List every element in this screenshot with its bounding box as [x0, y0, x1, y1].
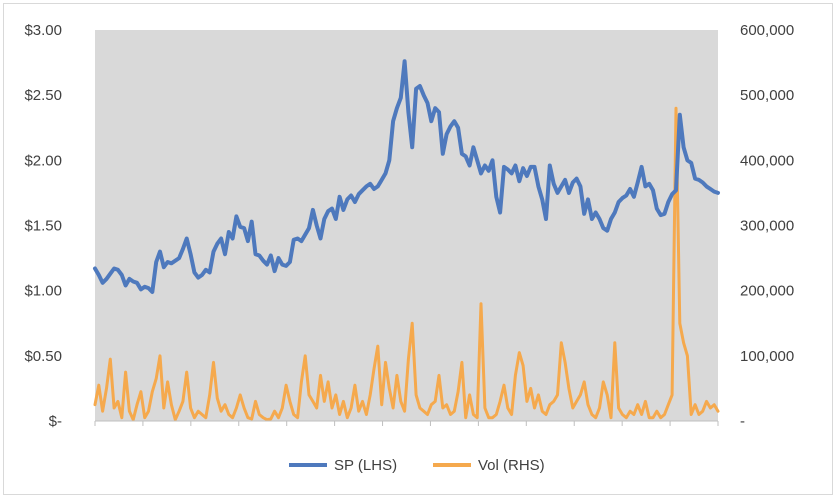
axis-group: $- $0.50 $1.00 $1.50 $2.00 $2.50 $3.00 - 100,000…	[24, 22, 794, 430]
right-tick-label: 400,000	[740, 152, 794, 169]
left-tick-label: $3.00	[24, 22, 62, 39]
left-tick-label: $1.00	[24, 283, 62, 300]
series-group	[93, 59, 720, 422]
right-tick-label: 300,000	[740, 218, 794, 235]
right-tick-label: 500,000	[740, 87, 794, 104]
left-tick-label: $0.50	[24, 348, 62, 365]
right-tick-label: 100,000	[740, 348, 794, 365]
series-line-sp	[93, 59, 720, 294]
series-line-vol	[93, 106, 720, 422]
left-tick-label: $1.50	[24, 218, 62, 235]
right-tick-label: 200,000	[740, 283, 794, 300]
right-tick-label: -	[740, 413, 745, 430]
legend-label-vol: Vol (RHS)	[478, 457, 545, 474]
left-tick-label: $-	[49, 413, 62, 430]
legend: SP (LHS) Vol (RHS)	[289, 457, 545, 474]
legend-label-sp: SP (LHS)	[334, 457, 397, 474]
left-tick-label: $2.00	[24, 152, 62, 169]
left-tick-label: $2.50	[24, 87, 62, 104]
right-tick-label: 600,000	[740, 22, 794, 39]
